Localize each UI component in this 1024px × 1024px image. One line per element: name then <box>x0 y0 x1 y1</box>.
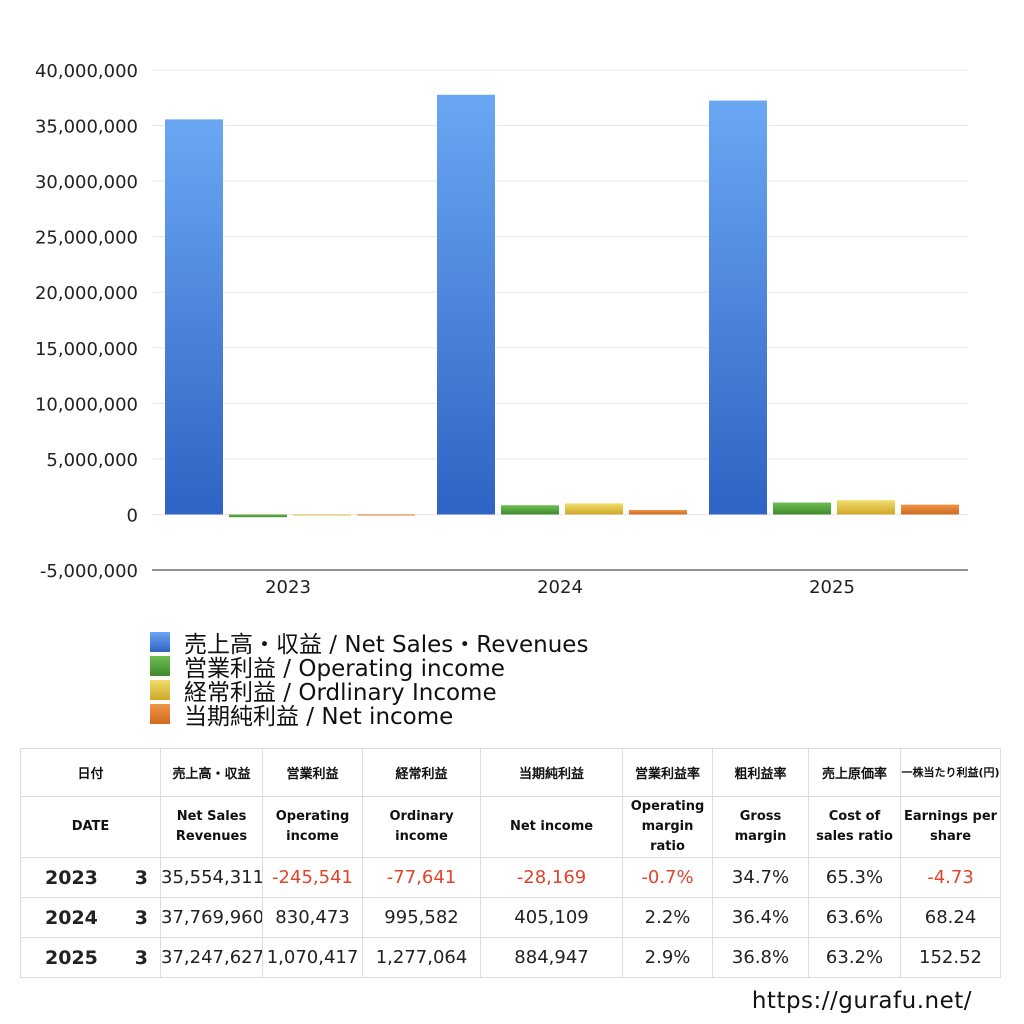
cell-gross: 36.8% <box>712 937 810 978</box>
header-cost-en: Cost of sales ratio <box>808 796 902 858</box>
bar-2023-series-0 <box>165 119 223 515</box>
cell-net: 405,109 <box>480 897 624 938</box>
bar-2024-series-1 <box>501 505 559 515</box>
header-date-en: DATE <box>19 796 162 858</box>
y-tick-label: 35,000,000 <box>35 117 138 138</box>
bar-2023-series-1 <box>229 514 287 518</box>
x-tick-label: 2024 <box>537 577 583 598</box>
source-url[interactable]: https://gurafu.net/ <box>751 988 972 1014</box>
y-tick-label: 30,000,000 <box>35 172 138 193</box>
bar-2025-series-2 <box>837 500 895 515</box>
bars <box>165 94 959 518</box>
cell-cost: 63.2% <box>808 937 902 978</box>
bar-2025-series-1 <box>773 502 831 515</box>
cell-eps: 68.24 <box>900 897 1002 938</box>
cell-gross: 36.4% <box>712 897 810 938</box>
y-axis-ticks: 40,000,000 35,000,000 30,000,000 25,000,000… <box>35 61 138 582</box>
cell-sales: 37,769,960 <box>160 897 264 938</box>
bar-2024-series-0 <box>437 94 495 515</box>
cell-cost: 63.6% <box>808 897 902 938</box>
cell-op-margin: 2.2% <box>622 897 714 938</box>
y-tick-label: 25,000,000 <box>35 228 138 249</box>
row-year: 2024 <box>20 897 121 938</box>
table-row: 2025 3 37,247,627 1,070,417 1,277,064 88… <box>20 937 1002 978</box>
legend-item-net-sales: 売上高・収益 / Net Sales・Revenues <box>150 630 588 658</box>
header-sales-en: Net Sales Revenues <box>160 796 264 858</box>
cell-gross: 34.7% <box>712 857 810 898</box>
chart-legend: 売上高・収益 / Net Sales・Revenues 営業利益 / Opera… <box>150 630 588 730</box>
bar-chart: 40,000,000 35,000,000 30,000,000 25,000,000… <box>35 61 968 598</box>
row-year: 2025 <box>20 937 121 978</box>
bar-2024-series-3 <box>629 509 687 515</box>
y-tick-label: 0 <box>127 505 138 526</box>
row-year: 2023 <box>20 857 121 898</box>
bar-2025-series-0 <box>709 100 767 515</box>
cell-net: 884,947 <box>480 937 624 978</box>
row-month: 3 <box>120 857 162 898</box>
cell-op-margin: 2.9% <box>622 937 714 978</box>
header-net-en: Net income <box>480 796 624 858</box>
header-op-margin-en: Operating margin ratio <box>622 796 714 858</box>
bar-2023-series-3 <box>357 514 415 516</box>
grid-lines <box>152 69 968 571</box>
cell-eps: -4.73 <box>900 857 1002 898</box>
y-tick-label: 15,000,000 <box>35 339 138 360</box>
cell-op-margin: -0.7% <box>622 857 714 898</box>
bar-2025-series-3 <box>901 504 959 515</box>
table-row: 2023 3 35,554,311 -245,541 -77,641 -28,1… <box>20 857 1002 898</box>
header-operating-en: Operating income <box>262 796 364 858</box>
cell-operating: -245,541 <box>262 857 364 898</box>
cell-operating: 830,473 <box>262 897 364 938</box>
y-tick-label: 5,000,000 <box>46 450 138 471</box>
header-op-margin-ja: 営業利益率 <box>622 748 714 797</box>
y-tick-label: 40,000,000 <box>35 61 138 82</box>
header-ordinary-en: Ordinary income <box>362 796 482 858</box>
legend-label-net-sales: 売上高・収益 / Net Sales・Revenues <box>184 632 589 658</box>
cell-ordinary: 1,277,064 <box>362 937 482 978</box>
x-tick-label: 2023 <box>265 577 311 598</box>
cell-eps: 152.52 <box>900 937 1002 978</box>
header-date-ja: 日付 <box>19 748 162 797</box>
legend-item-net-income: 当期純利益 / Net income <box>150 702 588 730</box>
bar-2023-series-2 <box>293 514 351 516</box>
legend-swatch-net-sales <box>150 632 170 652</box>
x-tick-label: 2025 <box>809 577 855 598</box>
bar-2024-series-2 <box>565 503 623 515</box>
y-tick-label: 20,000,000 <box>35 283 138 304</box>
header-eps-en: Earnings per share <box>900 796 1002 858</box>
cell-sales: 35,554,311 <box>160 857 264 898</box>
legend-swatch-ordinary-income <box>150 680 170 700</box>
header-eps-ja: 一株当たり利益(円) <box>900 748 1002 797</box>
table-row: 2024 3 37,769,960 830,473 995,582 405,10… <box>20 897 1002 938</box>
cell-sales: 37,247,627 <box>160 937 264 978</box>
financial-data-table: 日付 売上高・収益 営業利益 経常利益 当期純利益 営業利益率 粗利益率 売上原… <box>19 748 1002 978</box>
legend-label-net-income: 当期純利益 / Net income <box>184 704 454 730</box>
legend-label-ordinary-income: 経常利益 / Ordlinary Income <box>184 680 497 706</box>
cell-operating: 1,070,417 <box>262 937 364 978</box>
y-tick-label: -5,000,000 <box>40 561 138 582</box>
cell-cost: 65.3% <box>808 857 902 898</box>
header-sales-ja: 売上高・収益 <box>160 748 264 797</box>
table-header-row-ja: 日付 売上高・収益 営業利益 経常利益 当期純利益 営業利益率 粗利益率 売上原… <box>19 748 1002 797</box>
row-month: 3 <box>120 937 162 978</box>
legend-item-ordinary-income: 経常利益 / Ordlinary Income <box>150 678 588 706</box>
legend-swatch-operating-income <box>150 656 170 676</box>
row-month: 3 <box>120 897 162 938</box>
header-operating-ja: 営業利益 <box>262 748 364 797</box>
cell-ordinary: 995,582 <box>362 897 482 938</box>
legend-item-operating-income: 営業利益 / Operating income <box>150 654 588 682</box>
cell-ordinary: -77,641 <box>362 857 482 898</box>
header-cost-ja: 売上原価率 <box>808 748 902 797</box>
header-gross-en: Gross margin <box>712 796 810 858</box>
legend-swatch-net-income <box>150 704 170 724</box>
legend-label-operating-income: 営業利益 / Operating income <box>184 656 505 682</box>
header-gross-ja: 粗利益率 <box>712 748 810 797</box>
header-ordinary-ja: 経常利益 <box>362 748 482 797</box>
y-tick-label: 10,000,000 <box>35 394 138 415</box>
table-header-row-en: DATE Net Sales Revenues Operating income… <box>19 796 1002 858</box>
header-net-ja: 当期純利益 <box>480 748 624 797</box>
x-axis-ticks: 2023 2024 2025 <box>265 577 855 598</box>
cell-net: -28,169 <box>480 857 624 898</box>
